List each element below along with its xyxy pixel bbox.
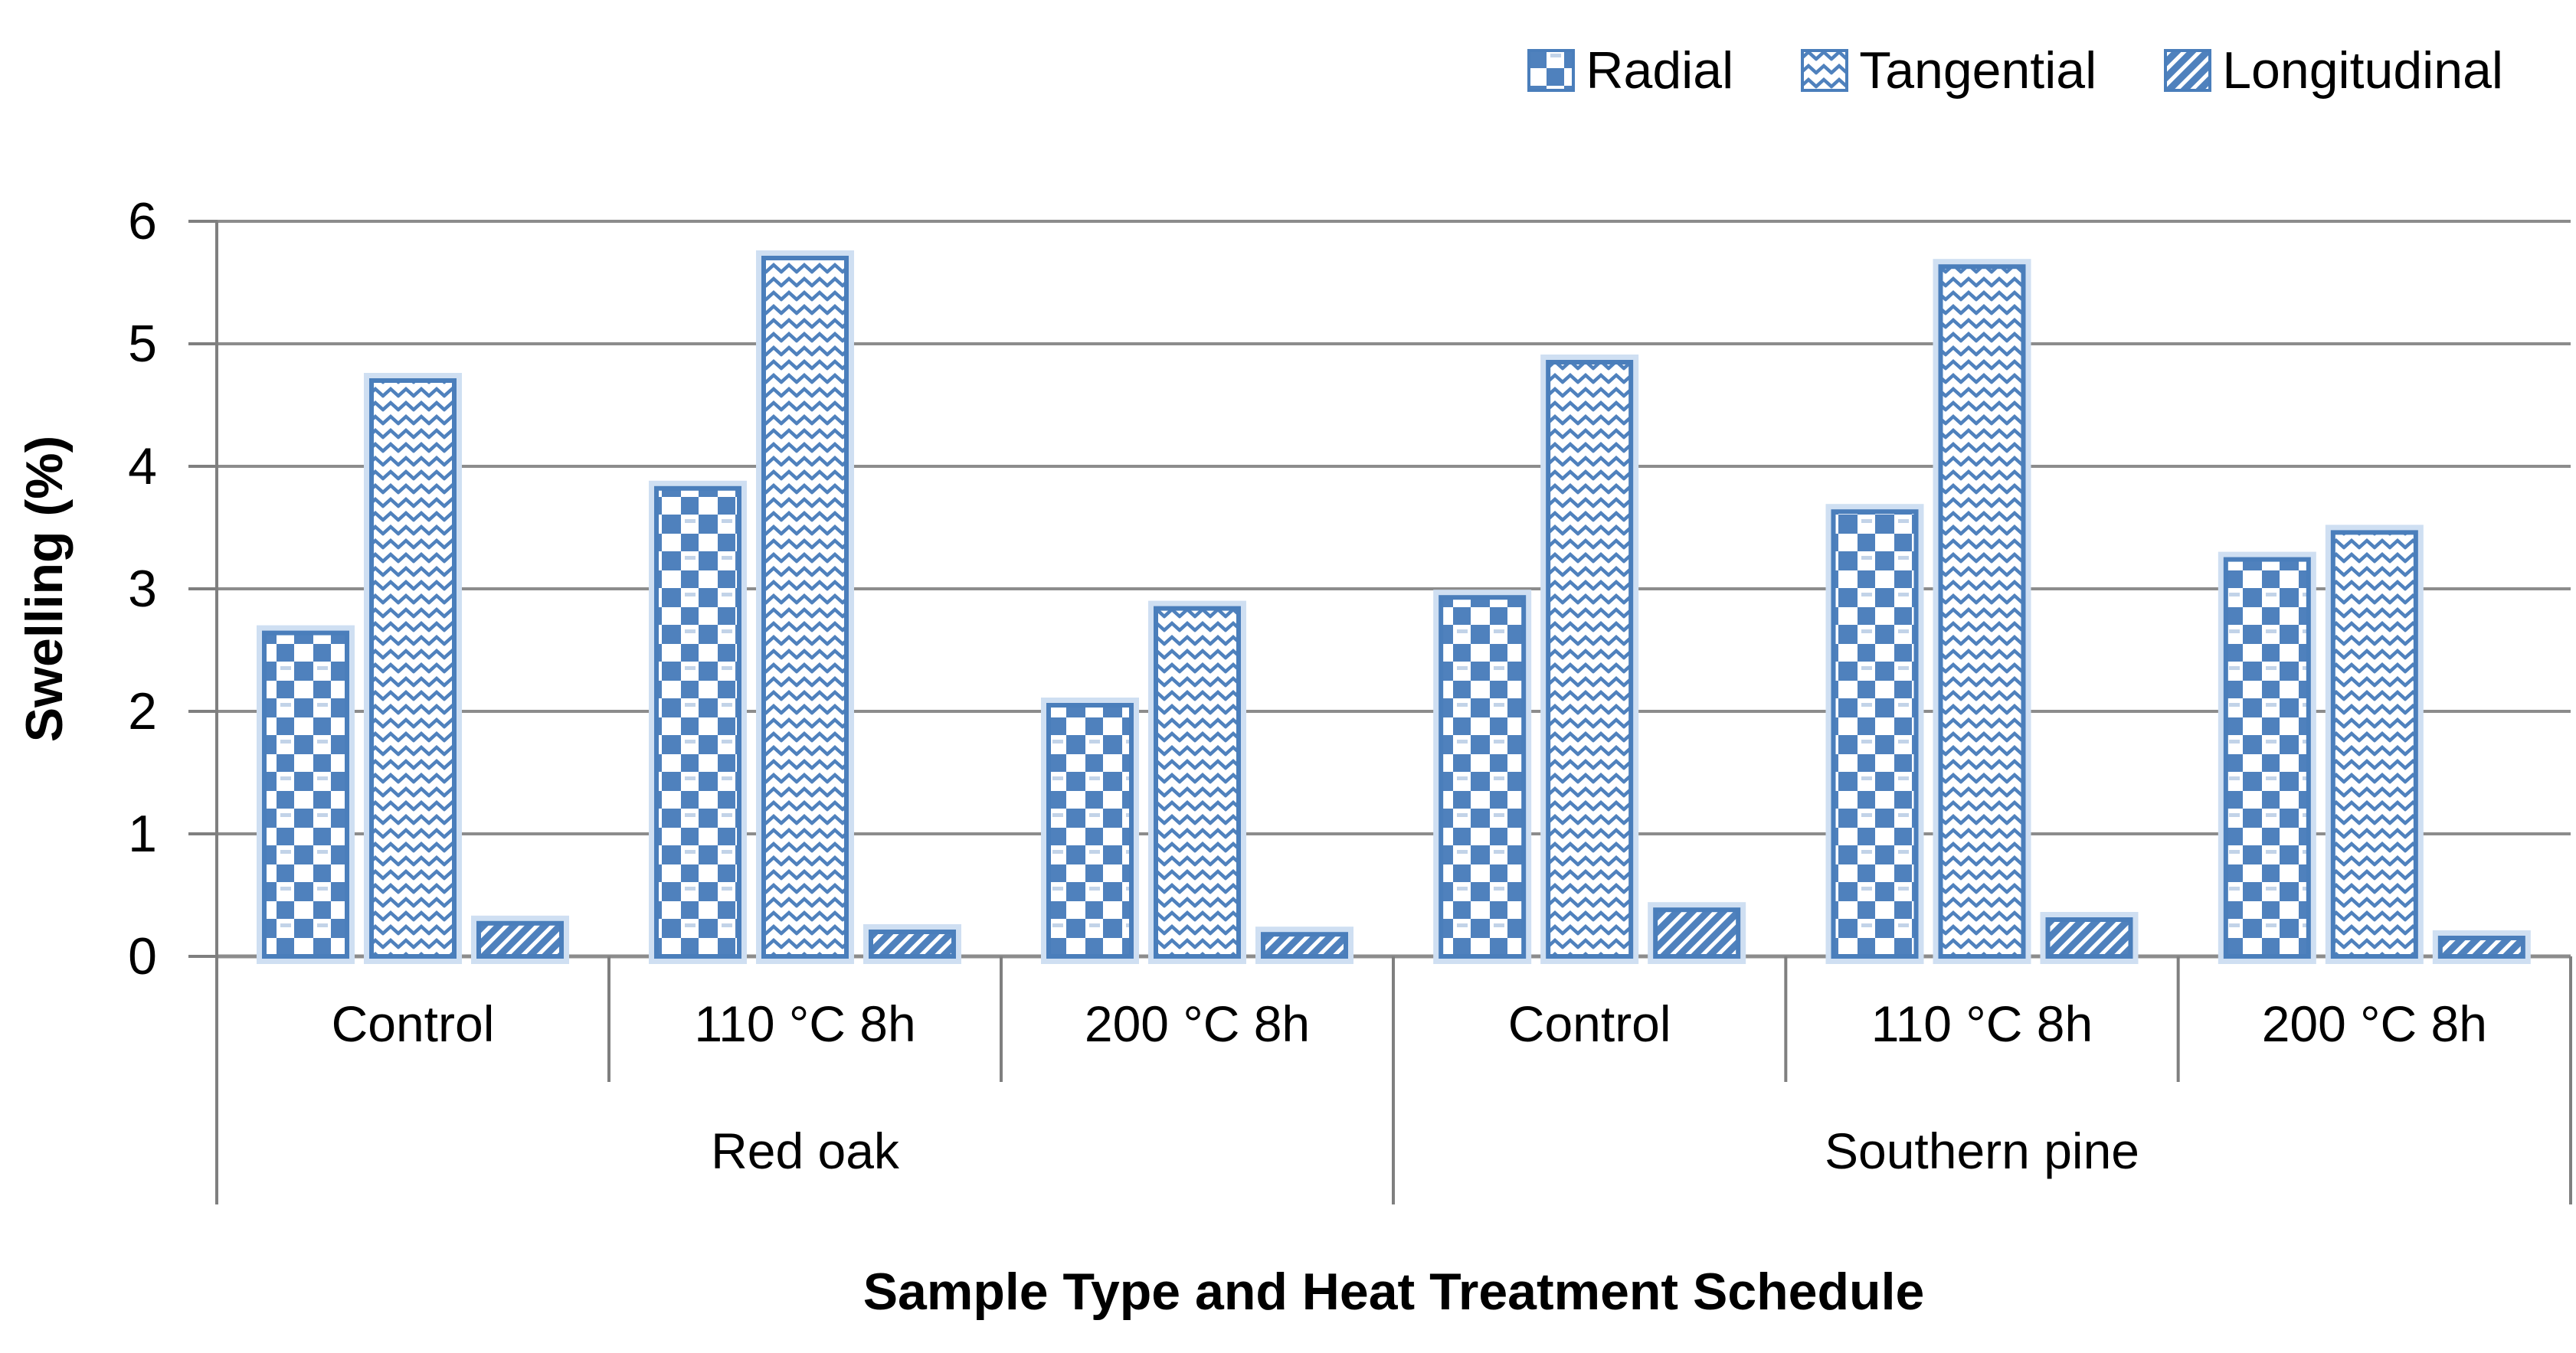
bar-radial-red-oak-control xyxy=(262,630,349,959)
legend-label: Radial xyxy=(1586,41,1734,100)
bar-radial-red-oak-110-c-8h xyxy=(654,485,741,959)
y-tick-label-4: 4 xyxy=(128,437,157,495)
group-label-red-oak: Red oak xyxy=(711,1123,899,1179)
bar-longitudinal-red-oak-control xyxy=(476,920,564,959)
legend-label: Tangential xyxy=(1859,41,2097,100)
legend-swatch-wave-icon xyxy=(1801,49,1849,92)
bar-radial-southern-pine-110-c-8h xyxy=(1831,509,1919,959)
category-label-southern-pine-110-c-8h: 110 °C 8h xyxy=(1871,995,2093,1052)
group-label-southern-pine: Southern pine xyxy=(1825,1123,2139,1179)
bar-tangential-red-oak-control xyxy=(369,378,457,959)
y-tick-label-3: 3 xyxy=(128,560,157,618)
y-tick-label-1: 1 xyxy=(128,805,157,863)
bar-tangential-southern-pine-control xyxy=(1546,360,1634,959)
legend-swatch-checker-icon xyxy=(1527,49,1576,92)
category-label-southern-pine-control: Control xyxy=(1507,995,1671,1052)
legend-swatch-diag-icon xyxy=(2164,49,2212,92)
x-axis-title: Sample Type and Heat Treatment Schedule xyxy=(862,1263,1925,1321)
y-tick-label-6: 6 xyxy=(128,192,157,250)
bar-tangential-southern-pine-110-c-8h xyxy=(1938,264,2026,959)
bar-longitudinal-southern-pine-control xyxy=(1653,907,1741,959)
bar-tangential-southern-pine-200-c-8h xyxy=(2330,530,2418,959)
bar-longitudinal-southern-pine-200-c-8h xyxy=(2437,936,2525,959)
legend-item-longitudinal: Longitudinal xyxy=(2164,44,2503,96)
category-label-red-oak-control: Control xyxy=(331,995,495,1052)
bar-longitudinal-red-oak-110-c-8h xyxy=(869,930,956,959)
bar-tangential-red-oak-110-c-8h xyxy=(761,256,849,959)
bar-longitudinal-red-oak-200-c-8h xyxy=(1261,932,1348,959)
legend-item-radial: Radial xyxy=(1527,44,1733,96)
bar-longitudinal-southern-pine-110-c-8h xyxy=(2045,917,2133,959)
bar-radial-red-oak-200-c-8h xyxy=(1046,703,1134,959)
bar-radial-southern-pine-200-c-8h xyxy=(2223,557,2311,959)
category-label-red-oak-200-c-8h: 200 °C 8h xyxy=(1084,995,1311,1052)
legend-label: Longitudinal xyxy=(2222,41,2503,100)
category-label-red-oak-110-c-8h: 110 °C 8h xyxy=(694,995,916,1052)
bar-tangential-red-oak-200-c-8h xyxy=(1154,606,1241,959)
category-label-southern-pine-200-c-8h: 200 °C 8h xyxy=(2261,995,2487,1052)
y-tick-label-0: 0 xyxy=(128,927,157,985)
y-tick-label-5: 5 xyxy=(128,315,157,373)
bar-radial-southern-pine-control xyxy=(1439,595,1527,959)
chart-legend: Radial Tangential Longitudinal xyxy=(1527,44,2503,96)
legend-item-tangential: Tangential xyxy=(1801,44,2096,96)
y-tick-label-2: 2 xyxy=(128,682,157,740)
